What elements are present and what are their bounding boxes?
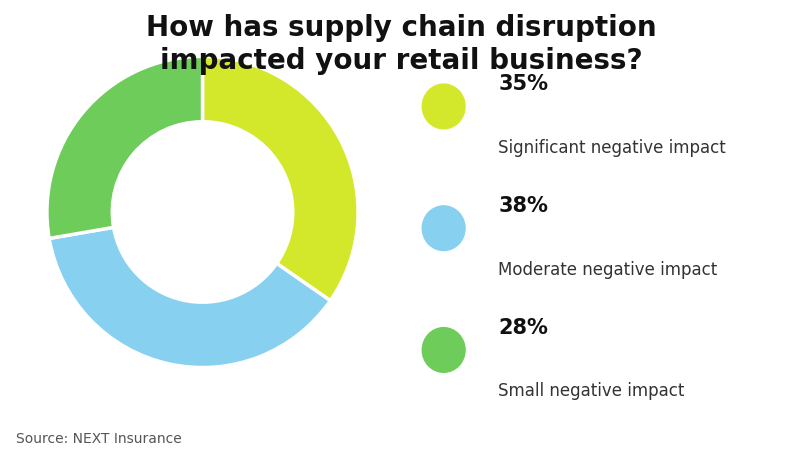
Wedge shape [49,227,330,368]
Wedge shape [202,56,358,301]
Text: Small negative impact: Small negative impact [498,382,684,400]
Text: Moderate negative impact: Moderate negative impact [498,261,717,279]
Text: Significant negative impact: Significant negative impact [498,139,726,157]
Text: 28%: 28% [498,318,548,337]
Text: Source: NEXT Insurance: Source: NEXT Insurance [16,433,182,446]
Circle shape [423,206,465,251]
Circle shape [423,84,465,129]
Text: 35%: 35% [498,74,548,94]
Text: 38%: 38% [498,196,548,216]
Wedge shape [47,56,203,239]
Text: How has supply chain disruption
impacted your retail business?: How has supply chain disruption impacted… [146,14,656,75]
Circle shape [423,327,465,373]
